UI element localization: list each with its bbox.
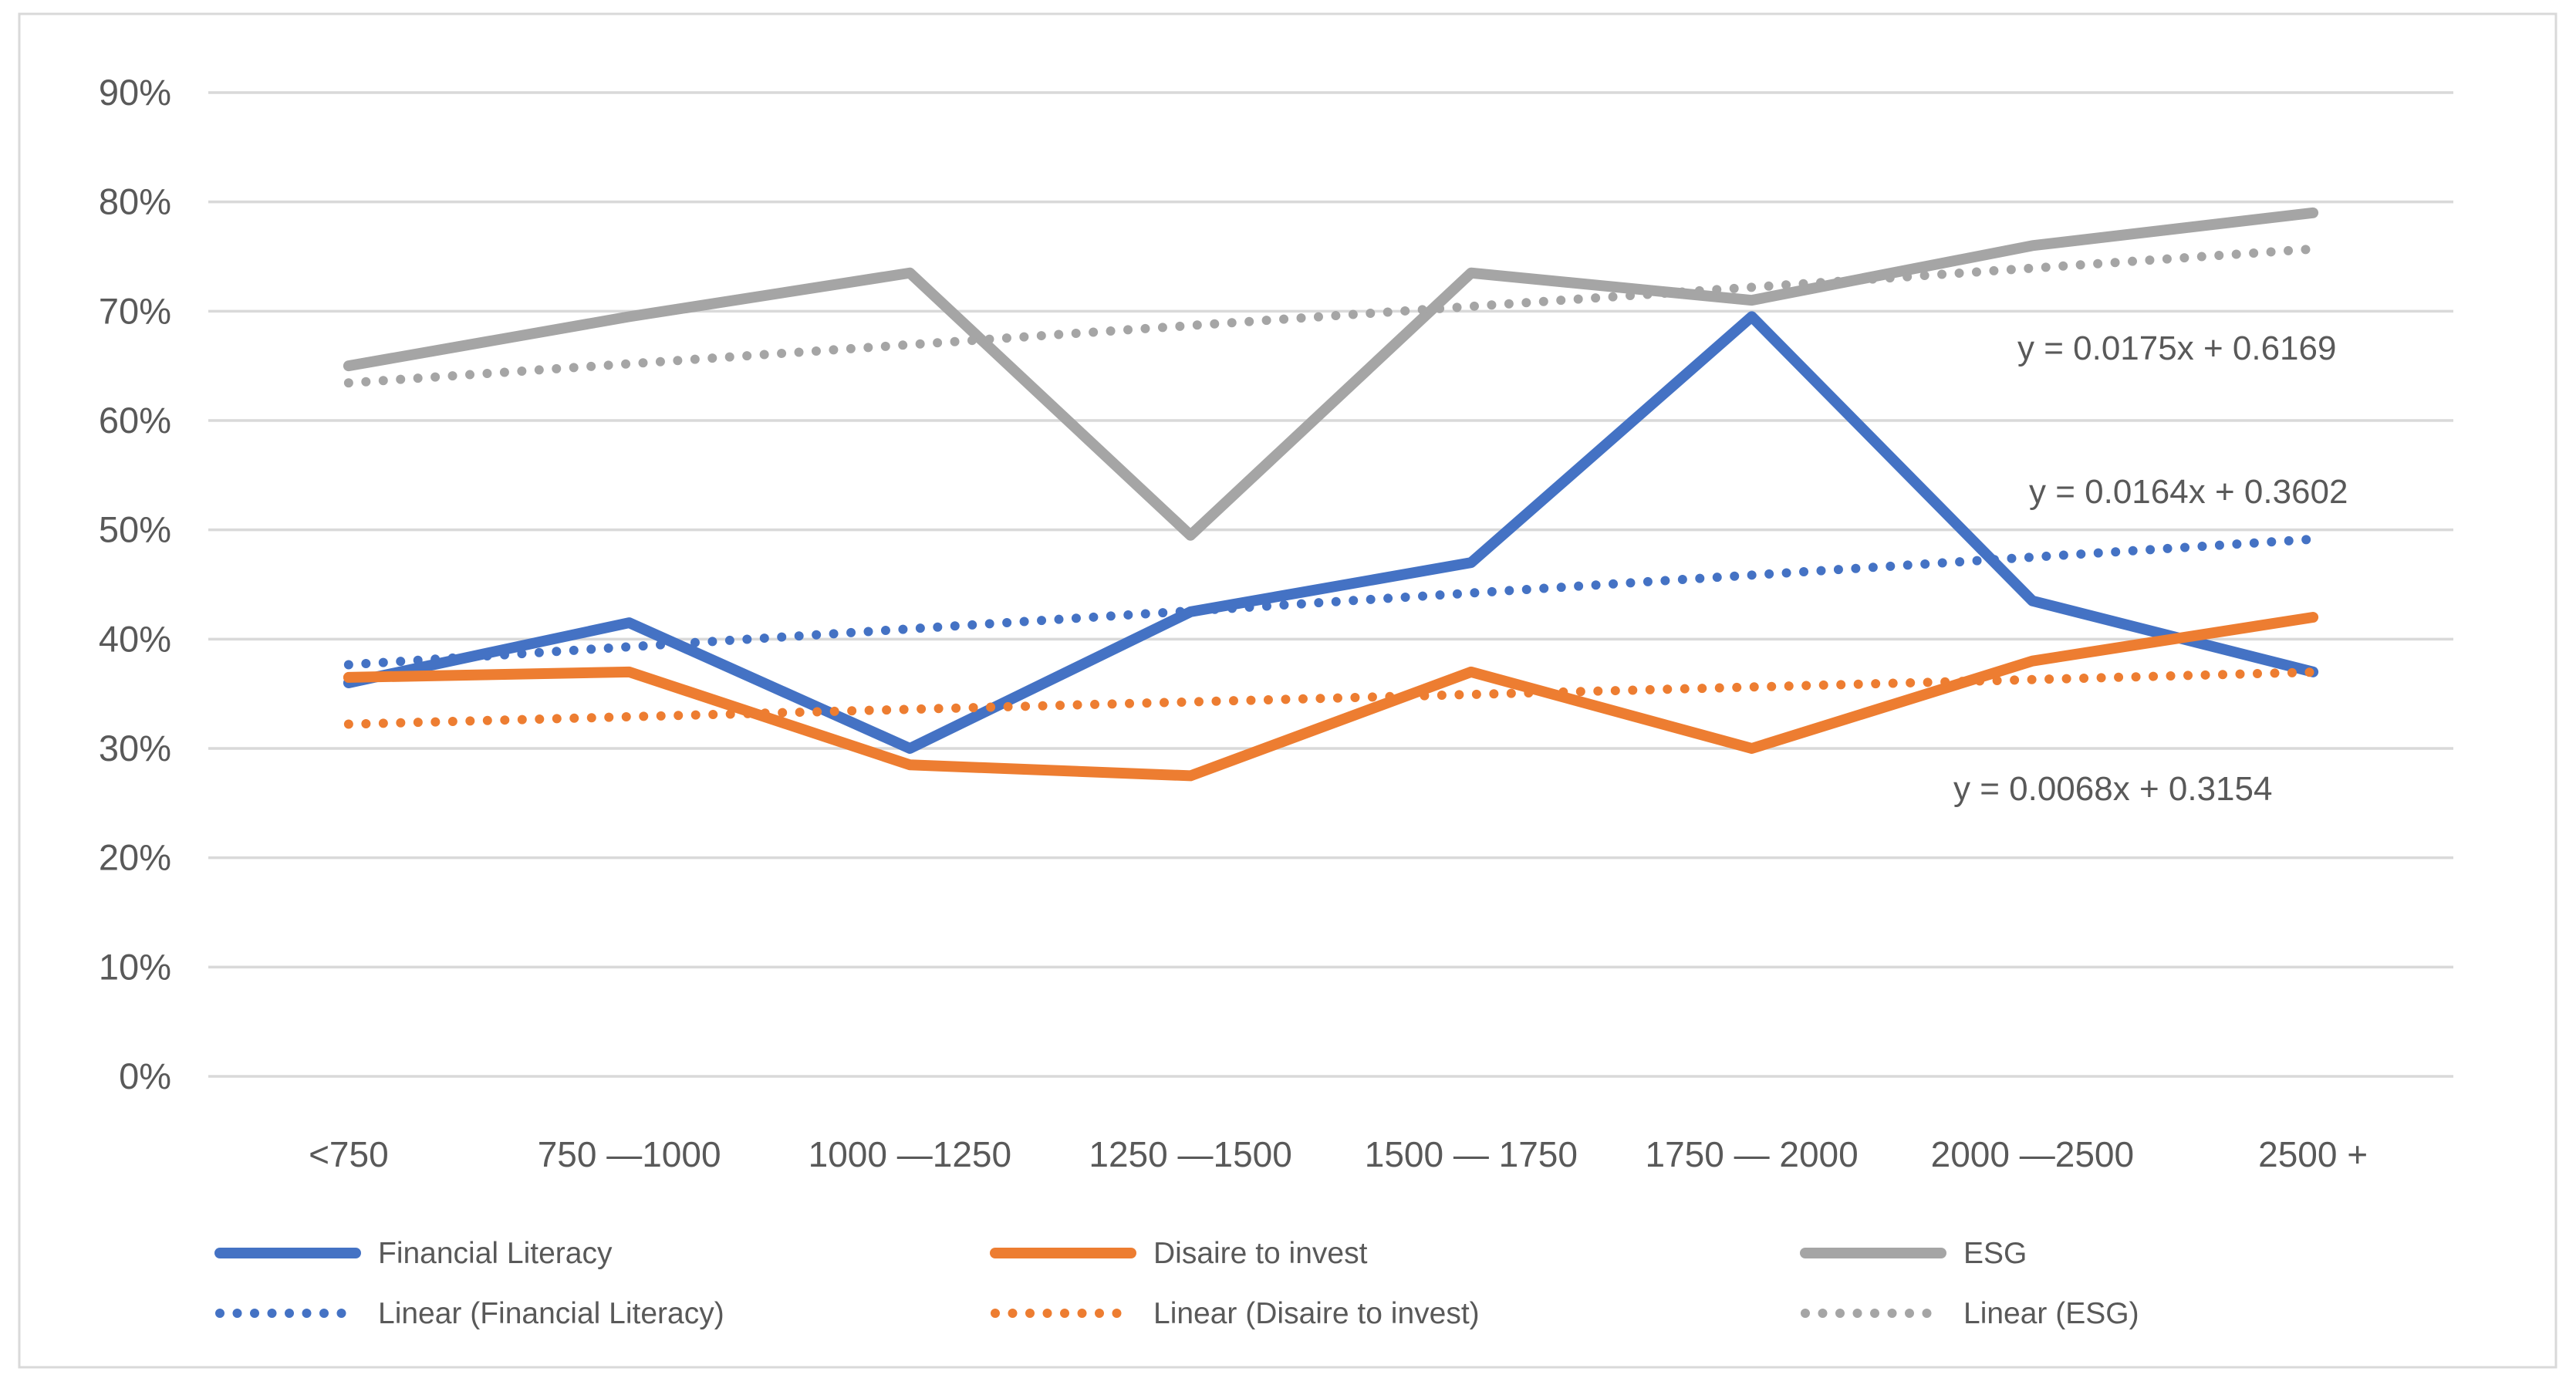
y-axis-tick-label: 10% [99, 946, 171, 987]
y-axis-tick-label: 60% [99, 400, 171, 441]
trendline-linear-disaire-to-invest [343, 667, 2318, 729]
legend-label-linear-disaire-to-invest: Linear (Disaire to invest) [1153, 1297, 1480, 1330]
y-axis-tick-label: 50% [99, 509, 171, 550]
equation-label-linear-esg: y = 0.0175x + 0.6169 [2017, 329, 2336, 367]
series-line-disaire-to-invest [343, 612, 2319, 782]
x-axis-category-label: 2000 —2500 [1931, 1134, 2134, 1174]
x-axis-category-label: 1000 —1250 [809, 1134, 1011, 1174]
series-line-financial-literacy [343, 311, 2319, 754]
y-axis-tick-label: 40% [99, 618, 171, 659]
x-axis-category-label: 1250 —1500 [1089, 1134, 1291, 1174]
legend-label-esg: ESG [1963, 1237, 2027, 1270]
equation-label-linear-financial-literacy: y = 0.0164x + 0.3602 [2029, 473, 2348, 511]
x-axis-category-label: 1500 — 1750 [1365, 1134, 1578, 1174]
legend-label-financial-literacy: Financial Literacy [378, 1237, 613, 1270]
trendline-linear-esg [343, 244, 2318, 388]
y-axis-tick-label: 20% [99, 837, 171, 878]
trendline-linear-financial-literacy [343, 534, 2318, 670]
y-axis-tick-label: 80% [99, 181, 171, 222]
x-axis-category-label: 2500 + [2258, 1134, 2368, 1174]
x-axis-category-label: 1750 — 2000 [1646, 1134, 1859, 1174]
chart-border [18, 12, 2557, 1369]
x-axis-category-label: 750 —1000 [538, 1134, 721, 1174]
legend-label-linear-esg: Linear (ESG) [1963, 1297, 2139, 1330]
x-axis-category-label: <750 [309, 1134, 389, 1174]
y-axis-tick-label: 30% [99, 728, 171, 769]
series-line-esg [343, 207, 2319, 541]
y-axis-tick-label: 70% [99, 290, 171, 331]
legend-label-linear-financial-literacy: Linear (Financial Literacy) [378, 1297, 724, 1330]
y-axis-tick-label: 90% [99, 72, 171, 113]
legend-label-disaire-to-invest: Disaire to invest [1153, 1237, 1368, 1270]
y-axis-tick-label: 0% [119, 1056, 171, 1096]
equation-label-linear-disaire-to-invest: y = 0.0068x + 0.3154 [1953, 770, 2272, 808]
